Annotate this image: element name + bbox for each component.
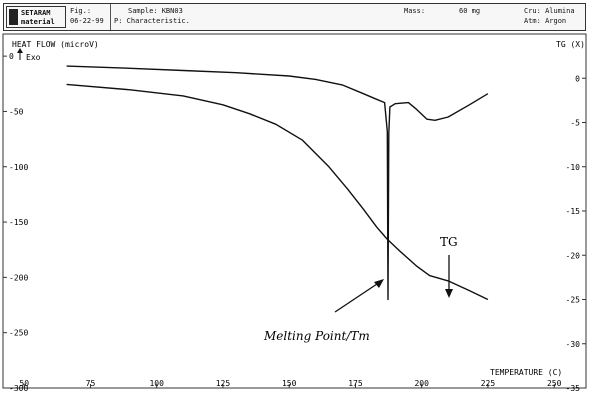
y-tick-label: -250 xyxy=(9,329,28,338)
fig-label: Fig.: xyxy=(70,7,92,15)
header-divider xyxy=(110,4,111,30)
tg-arrowhead-icon xyxy=(445,289,453,298)
y2-tick-label: -30 xyxy=(566,340,581,349)
setaram-logo: SETARAM material xyxy=(6,6,66,28)
header-bar: SETARAM material Fig.: 06-22-99 Sample: … xyxy=(3,3,586,31)
y2-tick-label: -10 xyxy=(566,163,581,172)
x-tick-label: 50 xyxy=(19,379,29,388)
y-tick-label: -50 xyxy=(9,107,24,116)
y-tick-label: -300 xyxy=(9,384,28,393)
tg-line xyxy=(66,83,489,301)
x-tick-label: 125 xyxy=(216,379,231,388)
logo-mark-icon xyxy=(9,9,18,25)
brand-line2: material xyxy=(21,18,55,26)
y-axis-label: HEAT FLOW (microV) xyxy=(12,40,99,49)
melting-point-arrow xyxy=(334,281,381,313)
melting-point-arrowhead-icon xyxy=(374,279,384,288)
melting-point-annotation: Melting Point/Tm xyxy=(263,329,370,343)
x-axis-label: TEMPERATURE (C) xyxy=(490,368,562,377)
y2-tick-label: -5 xyxy=(570,119,580,128)
y2-tick-label: -20 xyxy=(566,251,581,260)
exo-arrow-icon xyxy=(17,48,23,53)
procedure-text: P: Characteristic. xyxy=(114,17,190,25)
y-tick-label: -150 xyxy=(9,218,28,227)
y2-tick-label: -35 xyxy=(566,384,581,393)
sample-text: Sample: KBN03 xyxy=(128,7,183,15)
exo-label: Exo xyxy=(26,53,41,62)
left-axis: 0 -50 -100 -150 -200 -250 -300 xyxy=(3,52,28,393)
x-tick-label: 250 xyxy=(547,379,562,388)
y2-axis-label: TG (X) xyxy=(556,40,585,49)
series-layer xyxy=(66,65,489,301)
x-tick-label: 225 xyxy=(481,379,496,388)
y2-tick-label: -15 xyxy=(566,207,581,216)
x-tick-label: 200 xyxy=(414,379,429,388)
x-tick-label: 75 xyxy=(86,379,96,388)
x-tick-label: 150 xyxy=(282,379,297,388)
date-text: 06-22-99 xyxy=(70,17,104,25)
mass-label: Mass: xyxy=(404,7,426,15)
x-tick-label: 100 xyxy=(149,379,164,388)
x-tick-label: 175 xyxy=(348,379,363,388)
bottom-axis: 50 75 100 125 150 175 200 225 250 xyxy=(19,379,562,388)
y2-tick-label: -25 xyxy=(566,296,581,305)
y-tick-label: -100 xyxy=(9,163,28,172)
y2-tick-label: 0 xyxy=(575,74,580,83)
brand-line1: SETARAM xyxy=(21,9,51,17)
right-axis: 0 -5 -10 -15 -20 -25 -30 -35 xyxy=(566,74,586,393)
mass-value: 60 mg xyxy=(459,7,481,15)
atmosphere-text: Atm: Argon xyxy=(524,17,567,25)
tg-annotation: TG xyxy=(440,235,458,249)
y-tick-label: 0 xyxy=(9,52,14,61)
y-tick-label: -200 xyxy=(9,273,28,282)
crucible-text: Cru: Alumina xyxy=(524,7,575,15)
heat-flow-line xyxy=(66,65,489,301)
